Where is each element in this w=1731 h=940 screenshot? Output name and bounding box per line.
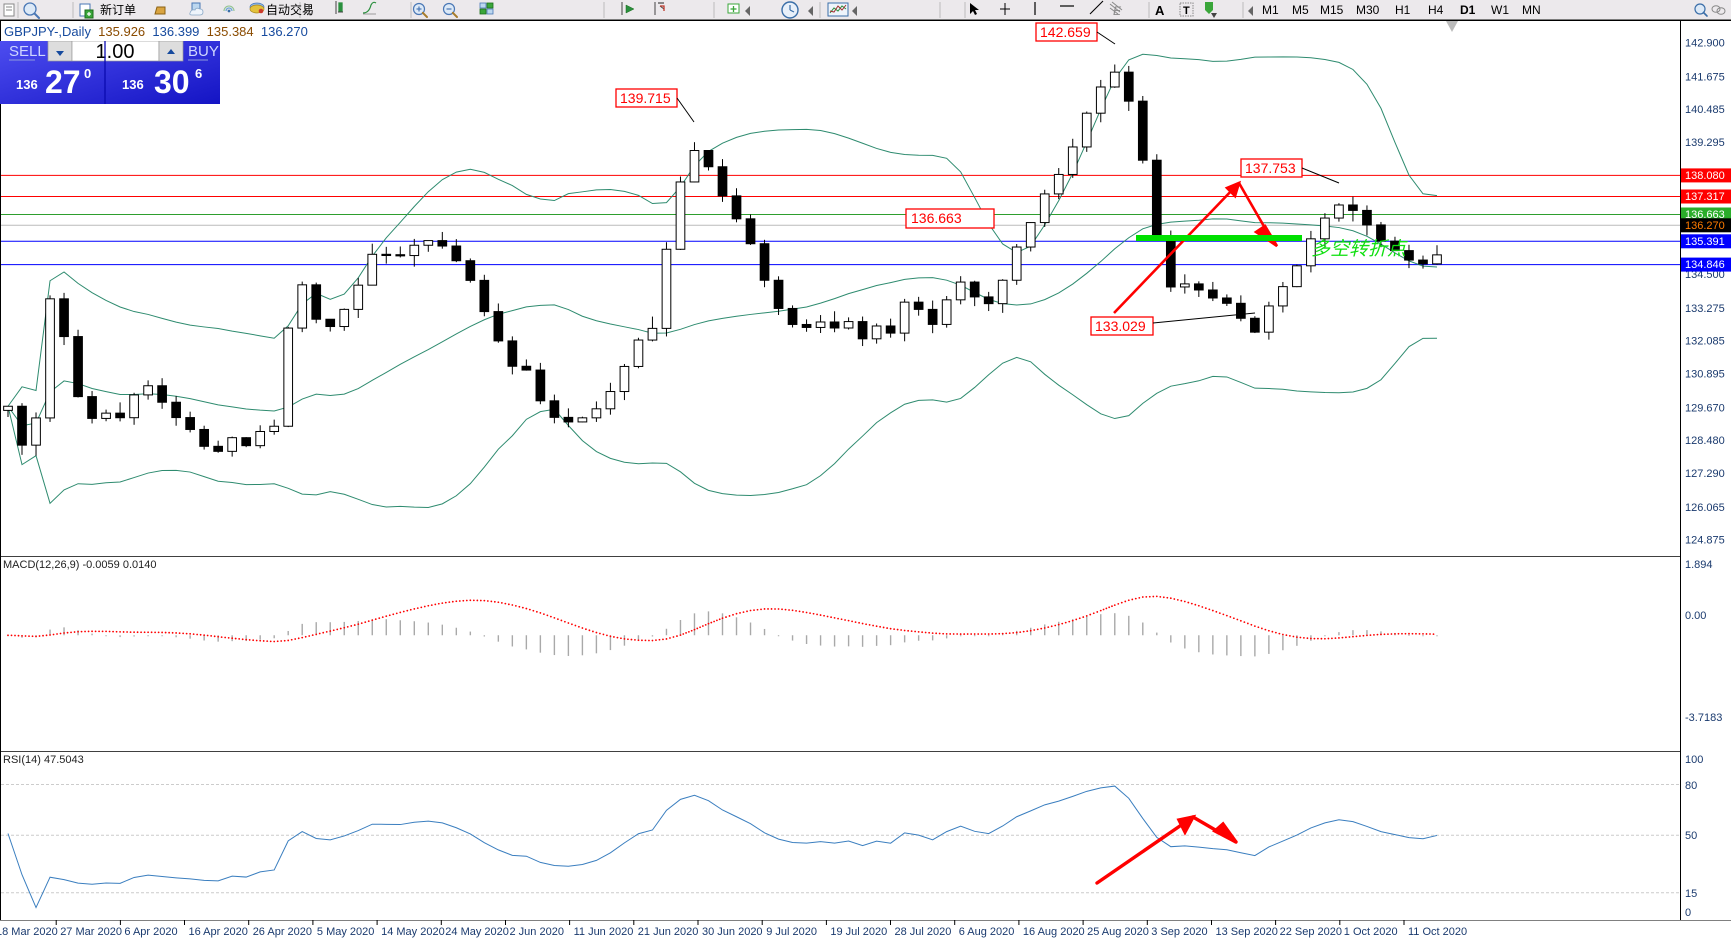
svg-text:124.875: 124.875 xyxy=(1685,535,1725,547)
svg-text:14 May 2020: 14 May 2020 xyxy=(381,926,445,938)
svg-text:D1: D1 xyxy=(1460,3,1476,17)
svg-text:RSI(14) 47.5043: RSI(14) 47.5043 xyxy=(3,754,84,766)
svg-text:30: 30 xyxy=(154,64,190,100)
svg-text:6 Apr 2020: 6 Apr 2020 xyxy=(124,926,177,938)
svg-text:100: 100 xyxy=(1685,754,1703,766)
svg-text:6 Aug 2020: 6 Aug 2020 xyxy=(959,926,1015,938)
svg-text:11 Jun 2020: 11 Jun 2020 xyxy=(574,926,634,938)
svg-text:M15: M15 xyxy=(1320,3,1344,17)
svg-text:24 May 2020: 24 May 2020 xyxy=(445,926,509,938)
svg-text:1 Oct 2020: 1 Oct 2020 xyxy=(1344,926,1398,938)
svg-text:30 Jun 2020: 30 Jun 2020 xyxy=(702,926,763,938)
svg-text:5 May 2020: 5 May 2020 xyxy=(317,926,374,938)
svg-text:126.065: 126.065 xyxy=(1685,502,1725,514)
svg-text:15: 15 xyxy=(1685,888,1697,900)
svg-text:W1: W1 xyxy=(1491,3,1509,17)
svg-text:27 Mar 2020: 27 Mar 2020 xyxy=(60,926,122,938)
svg-text:新订单: 新订单 xyxy=(100,2,136,17)
svg-text:M5: M5 xyxy=(1292,3,1309,17)
svg-text:22 Sep 2020: 22 Sep 2020 xyxy=(1280,926,1342,938)
svg-text:11 Oct 2020: 11 Oct 2020 xyxy=(1408,926,1467,938)
svg-text:16 Aug 2020: 16 Aug 2020 xyxy=(1023,926,1085,938)
svg-text:H4: H4 xyxy=(1428,3,1444,17)
svg-text:132.085: 132.085 xyxy=(1685,336,1725,348)
svg-text:136.270: 136.270 xyxy=(1685,220,1725,232)
svg-text:142.659: 142.659 xyxy=(1040,24,1091,40)
svg-text:19 Jul 2020: 19 Jul 2020 xyxy=(830,926,887,938)
svg-text:26 Apr 2020: 26 Apr 2020 xyxy=(253,926,312,938)
svg-text:-3.7183: -3.7183 xyxy=(1685,712,1722,724)
svg-text:136.663: 136.663 xyxy=(911,210,962,226)
svg-text:0: 0 xyxy=(84,66,91,81)
svg-text:28 Jul 2020: 28 Jul 2020 xyxy=(895,926,952,938)
svg-text:M1: M1 xyxy=(1262,3,1279,17)
svg-text:6: 6 xyxy=(195,66,202,81)
svg-text:137.753: 137.753 xyxy=(1245,160,1296,176)
svg-text:M30: M30 xyxy=(1356,3,1380,17)
svg-text:128.480: 128.480 xyxy=(1685,435,1725,447)
svg-text:16 Apr 2020: 16 Apr 2020 xyxy=(189,926,248,938)
svg-text:142.900: 142.900 xyxy=(1685,38,1725,50)
svg-text:18 Mar 2020: 18 Mar 2020 xyxy=(0,926,58,938)
svg-text:139.715: 139.715 xyxy=(620,90,671,106)
svg-text:1.894: 1.894 xyxy=(1685,559,1713,571)
svg-text:139.295: 139.295 xyxy=(1685,137,1725,149)
svg-text:141.675: 141.675 xyxy=(1685,71,1725,83)
svg-text:13 Sep 2020: 13 Sep 2020 xyxy=(1216,926,1278,938)
svg-text:自动交易: 自动交易 xyxy=(266,2,314,17)
svg-text:25 Aug 2020: 25 Aug 2020 xyxy=(1087,926,1149,938)
svg-text:127.290: 127.290 xyxy=(1685,468,1725,480)
svg-text:137.317: 137.317 xyxy=(1685,191,1725,203)
svg-text:MN: MN xyxy=(1522,3,1541,17)
svg-text:135.391: 135.391 xyxy=(1685,236,1725,248)
svg-text:H1: H1 xyxy=(1395,3,1411,17)
svg-text:138.080: 138.080 xyxy=(1685,170,1725,182)
svg-text:21 Jun 2020: 21 Jun 2020 xyxy=(638,926,699,938)
svg-text:1.00: 1.00 xyxy=(96,41,135,63)
svg-text:SELL: SELL xyxy=(9,43,46,60)
svg-text:0: 0 xyxy=(1685,907,1691,919)
svg-text:129.670: 129.670 xyxy=(1685,402,1725,414)
svg-text:T: T xyxy=(1183,5,1190,17)
svg-text:136: 136 xyxy=(16,77,38,92)
svg-text:134.846: 134.846 xyxy=(1685,259,1725,271)
svg-text:133.275: 133.275 xyxy=(1685,303,1725,315)
svg-text:50: 50 xyxy=(1685,830,1697,842)
svg-text:27: 27 xyxy=(45,64,81,100)
svg-text:MACD(12,26,9) -0.0059 0.0140: MACD(12,26,9) -0.0059 0.0140 xyxy=(3,559,156,571)
svg-text:140.485: 140.485 xyxy=(1685,104,1725,116)
svg-text:0.00: 0.00 xyxy=(1685,610,1706,622)
svg-text:133.029: 133.029 xyxy=(1095,318,1146,334)
svg-text:9 Jul 2020: 9 Jul 2020 xyxy=(766,926,817,938)
svg-text:A: A xyxy=(1155,3,1165,18)
svg-text:3 Sep 2020: 3 Sep 2020 xyxy=(1151,926,1207,938)
svg-text:2 Jun 2020: 2 Jun 2020 xyxy=(510,926,564,938)
svg-text:80: 80 xyxy=(1685,780,1697,792)
svg-text:BUY: BUY xyxy=(188,43,219,60)
svg-text:136: 136 xyxy=(122,77,144,92)
svg-text:多空转折点: 多空转折点 xyxy=(1311,238,1408,260)
svg-text:130.895: 130.895 xyxy=(1685,369,1725,381)
